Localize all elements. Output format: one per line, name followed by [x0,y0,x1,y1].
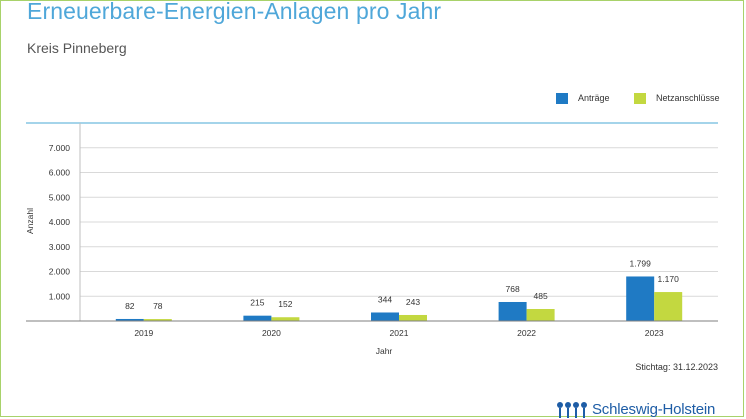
data-label: 243 [406,297,420,307]
y-axis-label: Anzahl [25,208,35,234]
bar-netzanschluesse [654,292,683,321]
legend-label-antraege: Anträge [578,93,610,103]
y-tick-label: 1.000 [49,291,71,301]
data-label: 344 [378,294,392,304]
legend-label-netzanschluesse: Netzanschlüsse [656,93,720,103]
bar-antraege [115,318,144,321]
x-tick-label: 2019 [134,328,153,338]
y-tick-label: 6.000 [49,168,71,178]
data-label: 82 [125,301,135,311]
bar-antraege [243,315,272,321]
logo-text: Schleswig-Holstein [592,401,716,418]
bar-netzanschluesse [526,308,555,321]
coat-of-arms-icon [557,402,587,418]
y-tick-label: 7.000 [49,143,71,153]
data-label: 768 [506,284,520,294]
stichtag-note: Stichtag: 31.12.2023 [635,362,718,372]
logo: Schleswig-Holstein [556,400,715,419]
legend-item-netzanschluesse: Netzanschlüsse [634,93,720,105]
data-label: 1.799 [630,258,652,268]
data-label: 78 [153,301,163,311]
x-axis-label: Jahr [376,346,393,356]
y-tick-label: 3.000 [49,242,71,252]
bar-antraege [371,312,399,321]
y-tick-label: 2.000 [49,267,71,277]
y-tick-label: 5.000 [49,192,71,202]
data-label: 485 [534,291,548,301]
bar-netzanschluesse [143,319,172,321]
x-tick-label: 2021 [390,328,409,338]
data-label: 1.170 [658,274,680,284]
bar-netzanschluesse [271,317,300,321]
bar-netzanschluesse [399,314,427,321]
legend-swatch-netzanschluesse [634,93,646,105]
legend-swatch-antraege [556,93,568,105]
chart-title: Erneuerbare-Energien-Anlagen pro Jahr [27,0,442,24]
x-tick-label: 2022 [517,328,536,338]
data-label: 215 [250,298,264,308]
x-tick-label: 2023 [645,328,664,338]
bar-antraege [626,276,655,321]
legend-item-antraege: Anträge [556,93,610,105]
bar-antraege [498,301,527,321]
data-label: 152 [278,299,292,309]
x-tick-label: 2020 [262,328,281,338]
chart-subtitle: Kreis Pinneberg [27,40,127,56]
y-tick-label: 4.000 [49,217,71,227]
